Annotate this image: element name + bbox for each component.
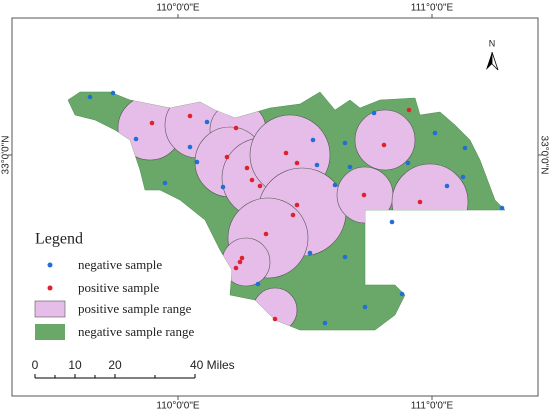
positive-sample <box>233 265 239 271</box>
negative-sample <box>499 205 505 211</box>
scale-label: 0 <box>32 358 39 372</box>
graticule-label: 33°0'0"N <box>1 136 12 175</box>
negative-sample <box>332 182 338 188</box>
positive-range <box>354 109 416 171</box>
scale-label: 40 Miles <box>190 358 235 372</box>
legend-title: Legend <box>35 231 83 248</box>
negative-sample <box>399 291 405 297</box>
legend-symbol <box>47 285 53 291</box>
negative-sample <box>342 140 348 146</box>
negative-sample <box>204 119 210 125</box>
positive-sample <box>290 212 296 218</box>
negative-sample <box>220 184 226 190</box>
negative-sample <box>87 94 93 100</box>
legend: Legend negative sample positive sample p… <box>34 231 194 340</box>
positive-sample <box>249 177 255 183</box>
sample-points <box>87 90 505 326</box>
positive-sample <box>257 183 263 189</box>
negative-sample <box>322 320 328 326</box>
positive-sample <box>283 150 289 156</box>
positive-sample <box>149 120 155 126</box>
scale-label: 20 <box>108 358 122 372</box>
negative-sample <box>110 90 116 96</box>
legend-label: negative sample range <box>78 324 194 339</box>
negative-sample <box>342 254 348 260</box>
positive-sample <box>263 231 269 237</box>
graticule-label: 110°0'0"E <box>156 401 200 412</box>
negative-sample <box>444 183 450 189</box>
negative-sample <box>371 110 377 116</box>
positive-sample <box>224 154 230 160</box>
legend-symbol <box>47 262 53 268</box>
legend-label: positive sample <box>78 280 159 295</box>
graticule-label: 110°0'0"E <box>156 3 200 14</box>
positive-sample <box>361 192 367 198</box>
negative-sample <box>307 250 313 256</box>
legend-label: negative sample <box>78 257 162 272</box>
north-arrow: N <box>486 38 499 71</box>
negative-sample <box>432 130 438 136</box>
positive-sample <box>417 199 423 205</box>
positive-sample <box>381 142 387 148</box>
negative-sample <box>310 137 316 143</box>
positive-sample <box>406 107 412 113</box>
positive-sample <box>294 202 300 208</box>
positive-sample <box>239 255 245 261</box>
tick-marks <box>8 14 542 400</box>
negative-sample <box>405 160 411 166</box>
scale-bar <box>34 374 196 379</box>
graticule-label: 111°0'0"E <box>411 401 454 412</box>
graticule-label: 111°0'0"E <box>411 3 454 14</box>
negative-sample <box>362 304 368 310</box>
scale-label: 10 <box>68 358 82 372</box>
positive-sample <box>237 259 243 265</box>
negative-sample <box>255 281 261 287</box>
positive-sample <box>272 316 278 322</box>
negative-sample <box>462 145 468 151</box>
legend-symbol <box>35 324 65 340</box>
negative-sample <box>194 159 200 165</box>
graticule-label: 33°0'0"N <box>538 136 549 175</box>
negative-sample <box>187 144 193 150</box>
legend-symbol <box>34 300 66 318</box>
negative-sample <box>389 219 395 225</box>
positive-sample <box>187 113 193 119</box>
negative-sample <box>460 174 466 180</box>
north-label: N <box>489 38 496 48</box>
legend-label: positive sample range <box>78 301 192 316</box>
negative-sample <box>314 162 320 168</box>
positive-sample <box>244 165 250 171</box>
negative-sample <box>162 180 168 186</box>
negative-sample <box>133 136 139 142</box>
positive-sample <box>294 160 300 166</box>
negative-sample <box>347 164 353 170</box>
positive-sample <box>233 125 239 131</box>
